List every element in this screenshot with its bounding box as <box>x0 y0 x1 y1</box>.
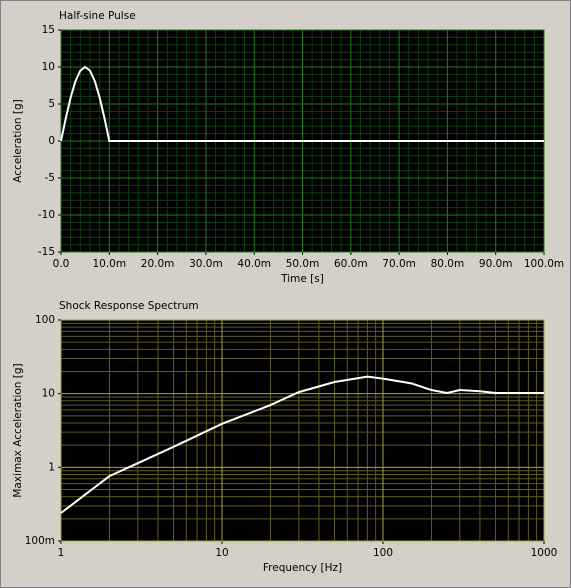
x-tick-label: 90.0m <box>479 258 513 270</box>
x-tick-label: 60.0m <box>334 258 368 270</box>
y-tick-label: 100 <box>35 314 55 326</box>
plot-area <box>60 319 545 542</box>
data-line <box>60 375 544 514</box>
x-tick-label: 20.0m <box>141 258 175 270</box>
chart-title: Half-sine Pulse <box>59 10 136 22</box>
y-tick-label: 5 <box>48 98 55 110</box>
x-tick-label: 10 <box>215 547 228 559</box>
x-tick-label: 50.0m <box>286 258 320 270</box>
y-tick-label: 10 <box>42 388 55 400</box>
x-tick-label: 100 <box>373 547 393 559</box>
x-tick-label: 100.0m <box>524 258 564 270</box>
y-tick-label: 1 <box>48 461 55 473</box>
x-axis-label: Frequency [Hz] <box>263 562 342 574</box>
x-axis-label: Time [s] <box>280 273 324 285</box>
x-tick-label: 0.0 <box>53 258 70 270</box>
y-tick-label: 100m <box>25 535 55 547</box>
x-tick-label: 80.0m <box>431 258 465 270</box>
y-axis-label: Maximax Acceleration [g] <box>12 363 24 497</box>
chart-title: Shock Response Spectrum <box>59 300 199 312</box>
y-tick-label: -10 <box>38 209 55 221</box>
y-axis-label: Acceleration [g] <box>12 99 24 182</box>
x-tick-label: 1 <box>58 547 65 559</box>
x-tick-label: 40.0m <box>237 258 271 270</box>
x-tick-label: 30.0m <box>189 258 223 270</box>
x-tick-label: 10.0m <box>92 258 126 270</box>
x-tick-label: 70.0m <box>382 258 416 270</box>
x-tick-label: 1000 <box>531 547 558 559</box>
y-tick-label: -15 <box>38 246 55 258</box>
data-line <box>60 65 544 142</box>
y-tick-label: 10 <box>42 61 55 73</box>
y-tick-label: 0 <box>48 135 55 147</box>
y-tick-label: 15 <box>42 24 55 36</box>
y-tick-label: -5 <box>45 172 55 184</box>
